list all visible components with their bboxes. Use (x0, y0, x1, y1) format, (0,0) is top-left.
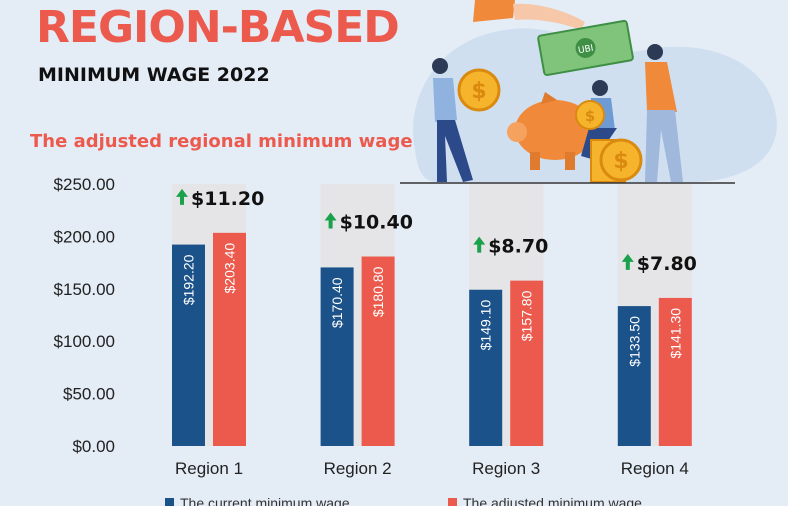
bar-value-label: $203.40 (222, 243, 238, 294)
current-wage-bar (172, 244, 205, 446)
hand-icon (473, 0, 585, 31)
x-tick-label: Region 4 (621, 459, 689, 478)
column-backgrounds (172, 184, 692, 446)
dollar-coin-icon: $ (457, 68, 501, 112)
adjusted-wage-bar (510, 280, 544, 446)
up-arrow-icon (324, 212, 337, 229)
up-arrow-icon (621, 253, 634, 270)
y-tick-label: $250.00 (54, 175, 115, 194)
svg-text:$: $ (613, 149, 628, 174)
adjusted-wage-bar (213, 232, 246, 446)
illustration: UBI $ $ $ (400, 0, 777, 184)
bar-value-label: $141.30 (667, 308, 683, 359)
legend-label: The current minimum wage (180, 495, 350, 506)
person-left-icon (432, 58, 473, 182)
up-arrow-icon (473, 236, 486, 253)
bars: $192.20 $203.40 $170.40 $180.80 $149.10 $157.… (172, 232, 692, 446)
y-tick-label: $200.00 (54, 227, 115, 246)
increase-label: $10.40 (340, 212, 413, 234)
bar-value-label: $170.40 (329, 277, 345, 328)
x-tick-label: Region 1 (175, 459, 243, 478)
increase-label: $11.20 (191, 188, 264, 210)
adjusted-wage-bar (658, 297, 692, 446)
legend-swatch (165, 498, 174, 506)
legend-swatch (448, 498, 457, 506)
y-tick-label: $0.00 (72, 437, 115, 456)
y-axis: $0.00 $50.00 $100.00 $150.00 $200.00 $250.00 (54, 175, 115, 456)
bar-value-label: $157.80 (519, 290, 535, 341)
current-wage-bar (617, 306, 651, 446)
y-tick-label: $50.00 (63, 385, 115, 404)
bar-value-label: $180.80 (370, 266, 386, 317)
chart-title: The adjusted regional minimum wage (30, 131, 413, 152)
y-tick-label: $100.00 (54, 332, 115, 351)
person-right-icon (645, 44, 683, 182)
x-axis: Region 1 Region 2 Region 3 Region 4 (175, 459, 689, 478)
y-tick-label: $150.00 (54, 280, 115, 299)
bar-value-label: $149.10 (478, 300, 494, 351)
coin-stack-icon: $ $ (575, 100, 643, 183)
x-tick-label: Region 3 (472, 459, 540, 478)
x-tick-label: Region 2 (324, 459, 392, 478)
bar-value-label: $192.20 (181, 254, 197, 305)
svg-text:$: $ (585, 107, 595, 125)
svg-text:$: $ (471, 79, 486, 104)
money-bill-icon: UBI (537, 19, 634, 76)
bar-value-label: $133.50 (626, 316, 642, 367)
increase-label: $7.80 (637, 253, 697, 275)
current-wage-bar (320, 267, 354, 446)
legend-label: The adjusted minimum wage (463, 495, 642, 506)
increase-labels: $11.20 $10.40 $8.70 $7.80 (176, 188, 697, 275)
page-title: REGION-BASED (36, 2, 400, 53)
current-wage-bar (469, 289, 503, 446)
page-subtitle: MINIMUM WAGE 2022 (38, 64, 270, 86)
svg-text:UBI: UBI (577, 44, 594, 57)
up-arrow-icon (176, 188, 188, 205)
adjusted-wage-bar (361, 256, 395, 446)
increase-label: $8.70 (488, 236, 548, 258)
legend: The current minimum wage The adjusted min… (165, 495, 642, 506)
